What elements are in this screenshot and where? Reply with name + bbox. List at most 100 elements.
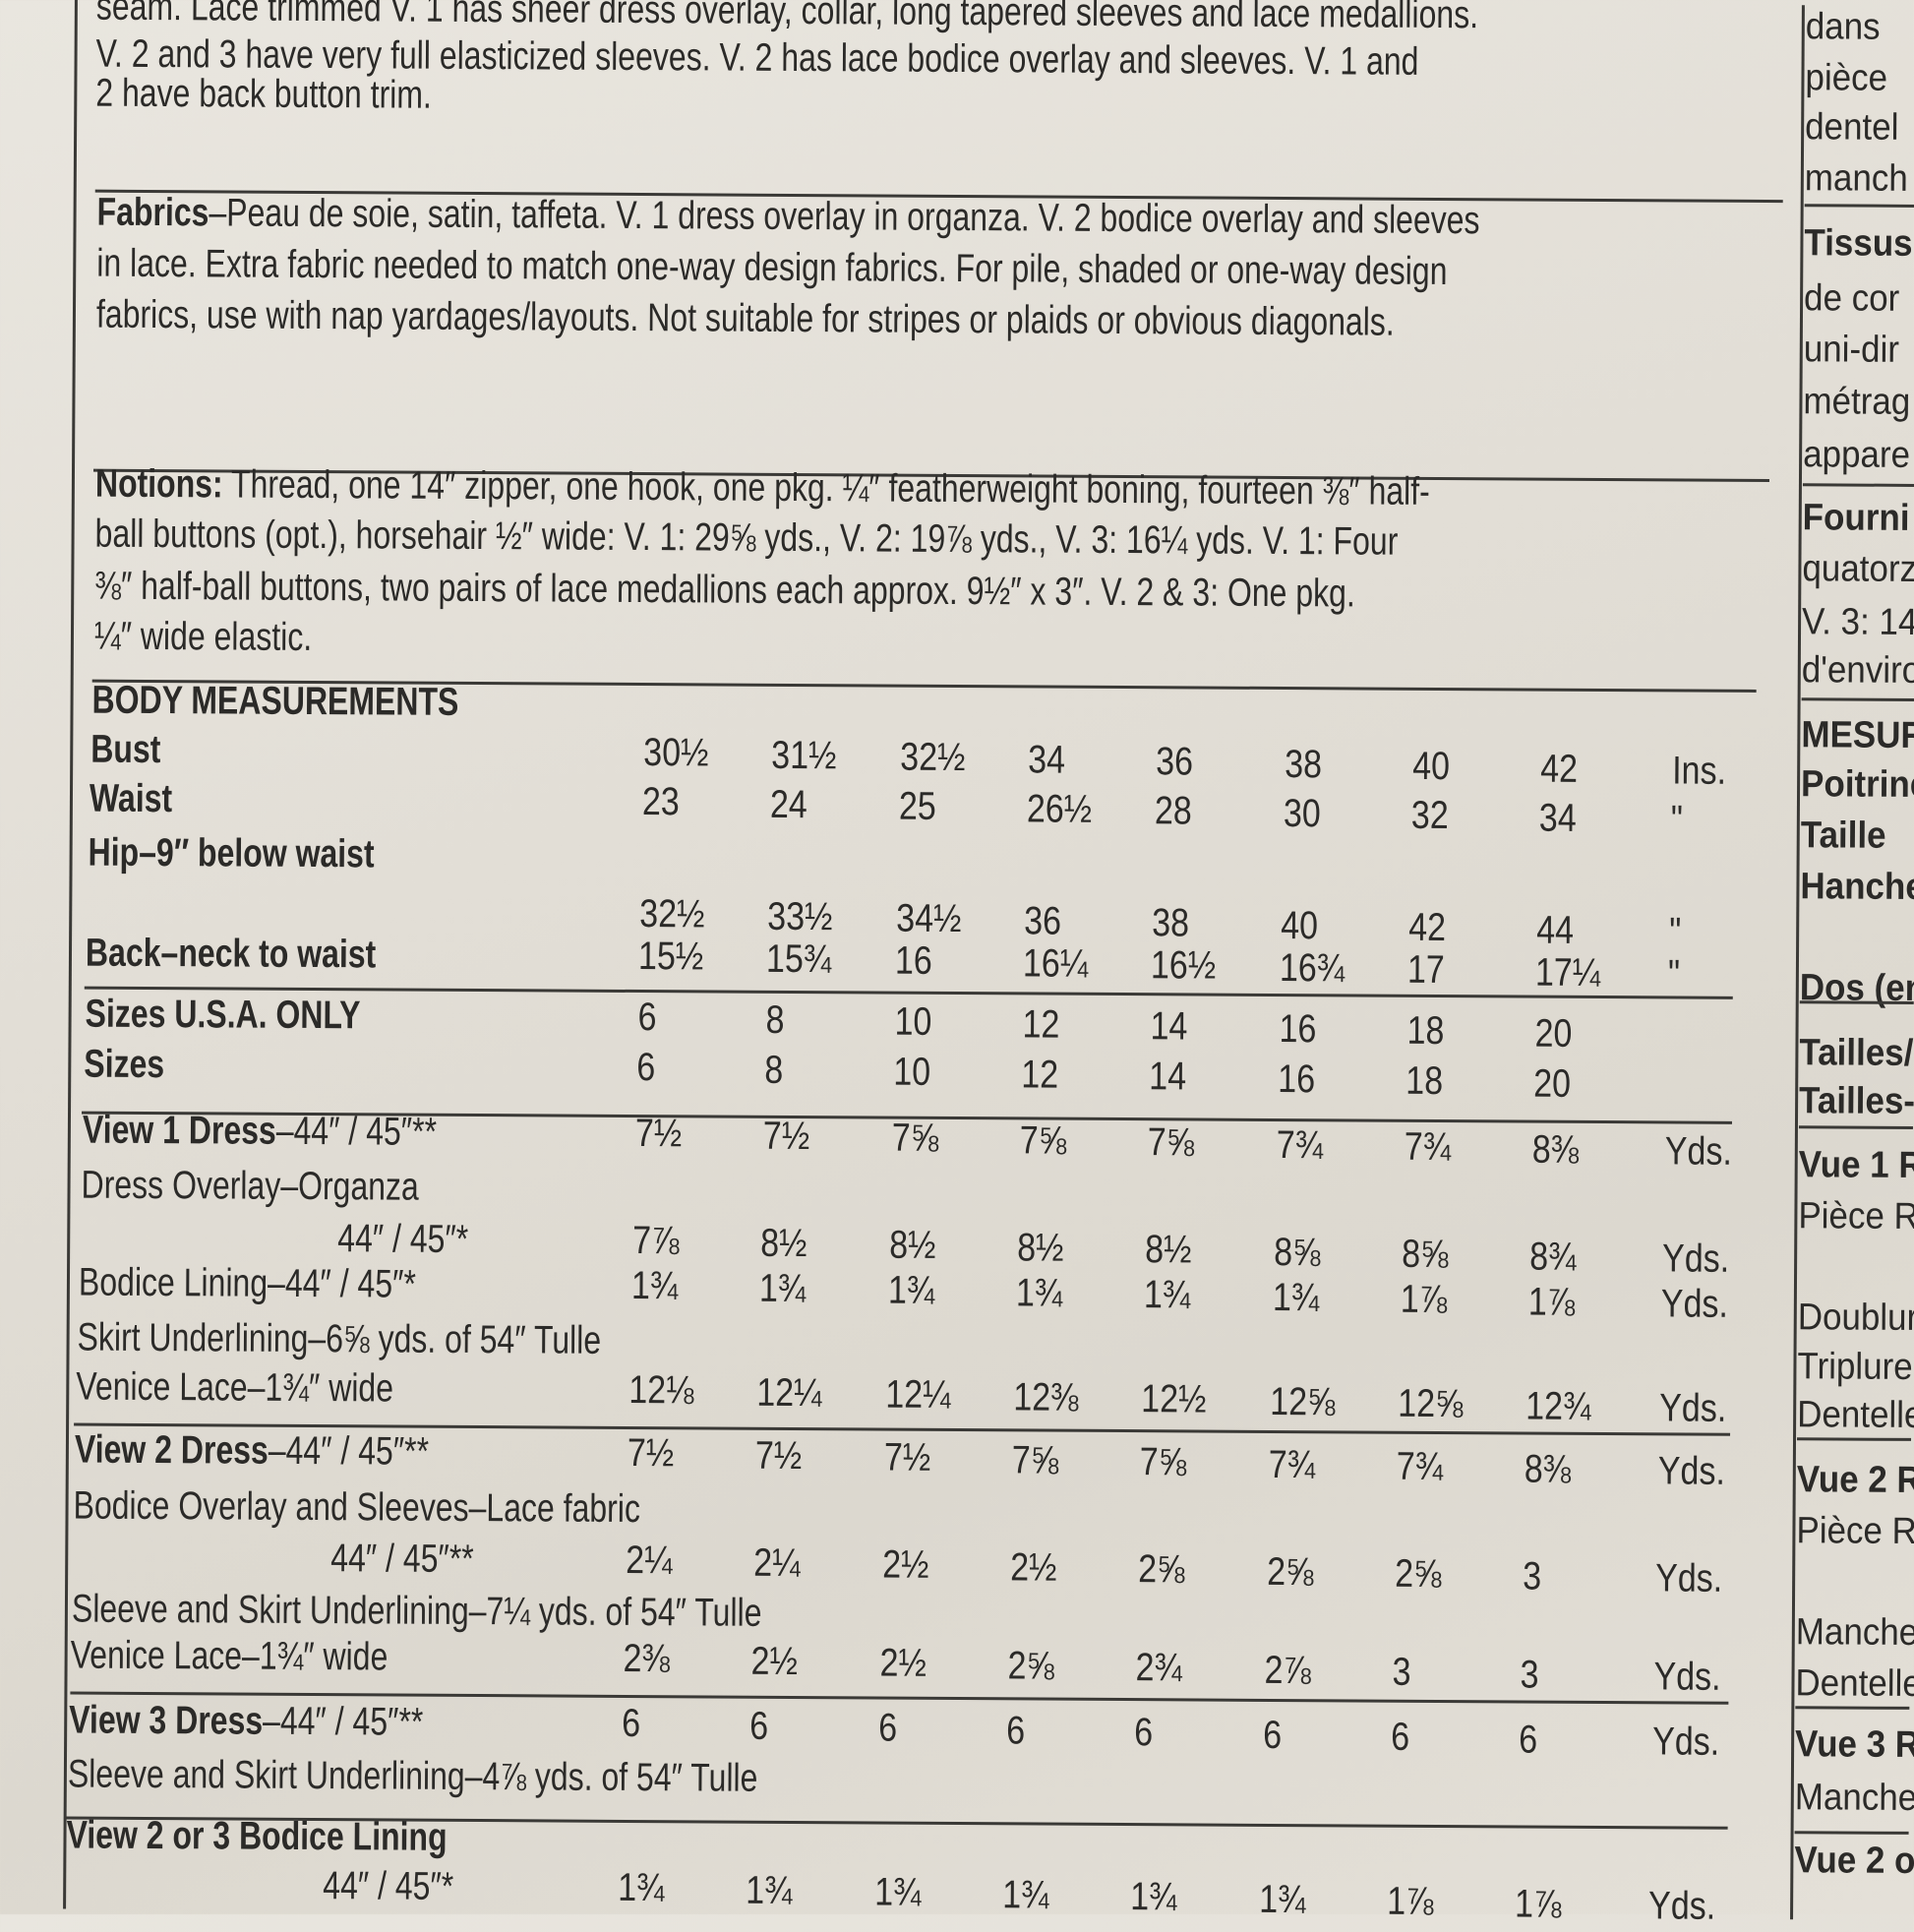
table-cell-value: 6 (1006, 1708, 1026, 1752)
table-cell-value: 7⅞ (632, 1218, 680, 1263)
row-label-text: View 3 Dress (69, 1698, 264, 1743)
table-cell-value: 8¾ (1529, 1235, 1577, 1279)
french-column-line: Fourni (1802, 497, 1910, 539)
table-cell-value: 7⅝ (1147, 1120, 1195, 1165)
row-label-text: Hip–9″ below waist (88, 830, 375, 876)
table-cell-value: 16 (1279, 1006, 1317, 1051)
fabrics-line: fabrics, use with nap yardages/layouts. … (95, 292, 1395, 344)
notions-heading: Notions: (94, 461, 223, 507)
row-label-suffix: –44″ / 45″** (268, 1428, 430, 1474)
table-row-label: 44″ / 45″* (323, 1861, 453, 1911)
table-cell-value: 1¾ (1272, 1275, 1320, 1319)
notions-line: Notions: Thread, one 14″ zipper, one hoo… (95, 459, 1430, 516)
table-cell-value: 6 (878, 1706, 898, 1750)
table-row-label: Venice Lace–1¾″ wide (76, 1362, 393, 1414)
table-cell-value: 2⅝ (1267, 1549, 1314, 1594)
table-cell-value: 3 (1392, 1650, 1411, 1694)
table-cell-value: 17¼ (1534, 950, 1601, 995)
table-cell-unit: Yds. (1647, 1884, 1716, 1928)
table-cell-value: 2⅜ (623, 1636, 671, 1681)
table-cell-value: 18 (1406, 1008, 1445, 1054)
table-row-label: Waist (90, 774, 172, 824)
french-column-line: Dos (en (1799, 967, 1914, 1010)
table-cell-value: 34 (1028, 737, 1066, 782)
french-column-line: quatorz (1802, 548, 1914, 590)
table-cell-value: 1⅞ (1514, 1881, 1562, 1926)
table-cell-value: 12¼ (756, 1370, 822, 1415)
table-cell-value: 2¼ (753, 1540, 801, 1585)
table-cell-value: 1¾ (758, 1266, 807, 1310)
table-cell-value: 42 (1540, 747, 1579, 791)
table-cell-value: 12⅛ (628, 1367, 694, 1413)
divider-line (1797, 1437, 1912, 1441)
french-column-line: dans (1805, 6, 1881, 48)
table-cell-value: 8⅝ (1274, 1230, 1321, 1274)
table-cell-value: 23 (641, 780, 680, 824)
table-cell-value: 10 (893, 1050, 931, 1094)
table-row-label: Dress Overlay–Organza (81, 1161, 419, 1212)
table-cell-value: 1¾ (630, 1263, 679, 1308)
row-label-text: View 2 Dress (74, 1427, 269, 1473)
french-column-line: Tissus (1804, 222, 1913, 265)
french-column-line: uni-dir (1803, 329, 1900, 371)
table-cell-value: 2⅝ (1007, 1643, 1055, 1688)
fabrics-line: Fabrics–Peau de soie, satin, taffeta. V.… (96, 188, 1479, 246)
row-label-text: Sleeve and Skirt Underlining–7¼ yds. of … (71, 1587, 762, 1635)
table-row-label: View 2 Dress–44″ / 45″** (75, 1425, 429, 1477)
row-label-text: Skirt Underlining–6⅝ yds. of 54″ Tulle (77, 1315, 602, 1362)
table-cell-value: 7¾ (1404, 1124, 1452, 1170)
table-cell-value: 8½ (760, 1221, 807, 1265)
table-cell-value: 36 (1156, 740, 1194, 784)
table-cell-value: 1⅞ (1527, 1280, 1576, 1324)
table-row-label: 44″ / 45″* (337, 1214, 468, 1264)
table-row-label: View 2 or 3 Bodice Lining (66, 1810, 447, 1861)
table-cell-value: 1¾ (1002, 1872, 1049, 1917)
table-cell-value: 32½ (900, 735, 966, 780)
table-cell-value: 8⅝ (1402, 1232, 1449, 1277)
notions-line: ball buttons (opt.), horsehair ½″ wide: … (94, 512, 1399, 564)
table-cell-value: 12¼ (885, 1372, 951, 1417)
table-cell-value: 31½ (771, 733, 837, 777)
table-cell-value: 25 (898, 784, 936, 828)
table-cell-value: 16¼ (1022, 940, 1089, 986)
french-column-line: Hanche (1800, 866, 1914, 909)
french-column-line: d'enviro (1801, 649, 1914, 692)
table-cell-value: 7⅝ (1139, 1440, 1187, 1484)
row-label-text: Venice Lace–1¾″ wide (76, 1364, 394, 1411)
notions-text: Thread, one 14″ zipper, one hook, one pk… (222, 462, 1430, 513)
french-column-line: Poitrine (1800, 763, 1914, 807)
table-cell-unit: Yds. (1660, 1282, 1729, 1326)
table-cell-value: 18 (1406, 1058, 1444, 1104)
table-cell-value: 1⅞ (1400, 1277, 1448, 1322)
table-cell-value: 16 (1278, 1057, 1316, 1101)
table-cell-value: 2¾ (1135, 1646, 1182, 1690)
divider-line (1801, 697, 1914, 701)
table-cell-value: 2½ (750, 1639, 799, 1683)
table-cell-value: 28 (1154, 789, 1192, 833)
table-cell-value: 1¾ (1143, 1273, 1191, 1317)
table-cell-value: 2⅝ (1395, 1551, 1442, 1597)
table-cell-value: 16½ (1150, 943, 1217, 988)
french-column-line: métrag (1803, 381, 1911, 423)
table-cell-value: 6 (1519, 1718, 1538, 1762)
french-column-line: Manches (1795, 1611, 1914, 1655)
table-cell-value: 6 (1263, 1713, 1283, 1757)
table-cell-value: 15¾ (765, 936, 832, 981)
table-cell-value: 10 (894, 999, 932, 1044)
row-label-text: View 2 or 3 Bodice Lining (66, 1813, 448, 1859)
table-cell-value: 12⅝ (1270, 1379, 1336, 1423)
table-cell-value: 8⅜ (1531, 1127, 1580, 1172)
table-cell-value: 7½ (627, 1430, 675, 1476)
table-cell-value: 7¾ (1396, 1444, 1444, 1489)
row-label-text: Bodice Overlay and Sleeves–Lace fabric (73, 1483, 641, 1532)
table-cell-value: 7½ (634, 1112, 683, 1156)
table-cell-value: 6 (1134, 1711, 1154, 1755)
row-label-text: 44″ / 45″** (330, 1537, 474, 1582)
table-cell-value: 1¾ (1015, 1270, 1063, 1315)
table-cell-value: 17 (1406, 947, 1445, 993)
table-cell-value: 32 (1410, 793, 1449, 838)
table-cell-value: 34 (1538, 796, 1577, 840)
table-cell-value: 6 (1391, 1715, 1410, 1759)
table-cell-value: 30 (1283, 791, 1321, 835)
